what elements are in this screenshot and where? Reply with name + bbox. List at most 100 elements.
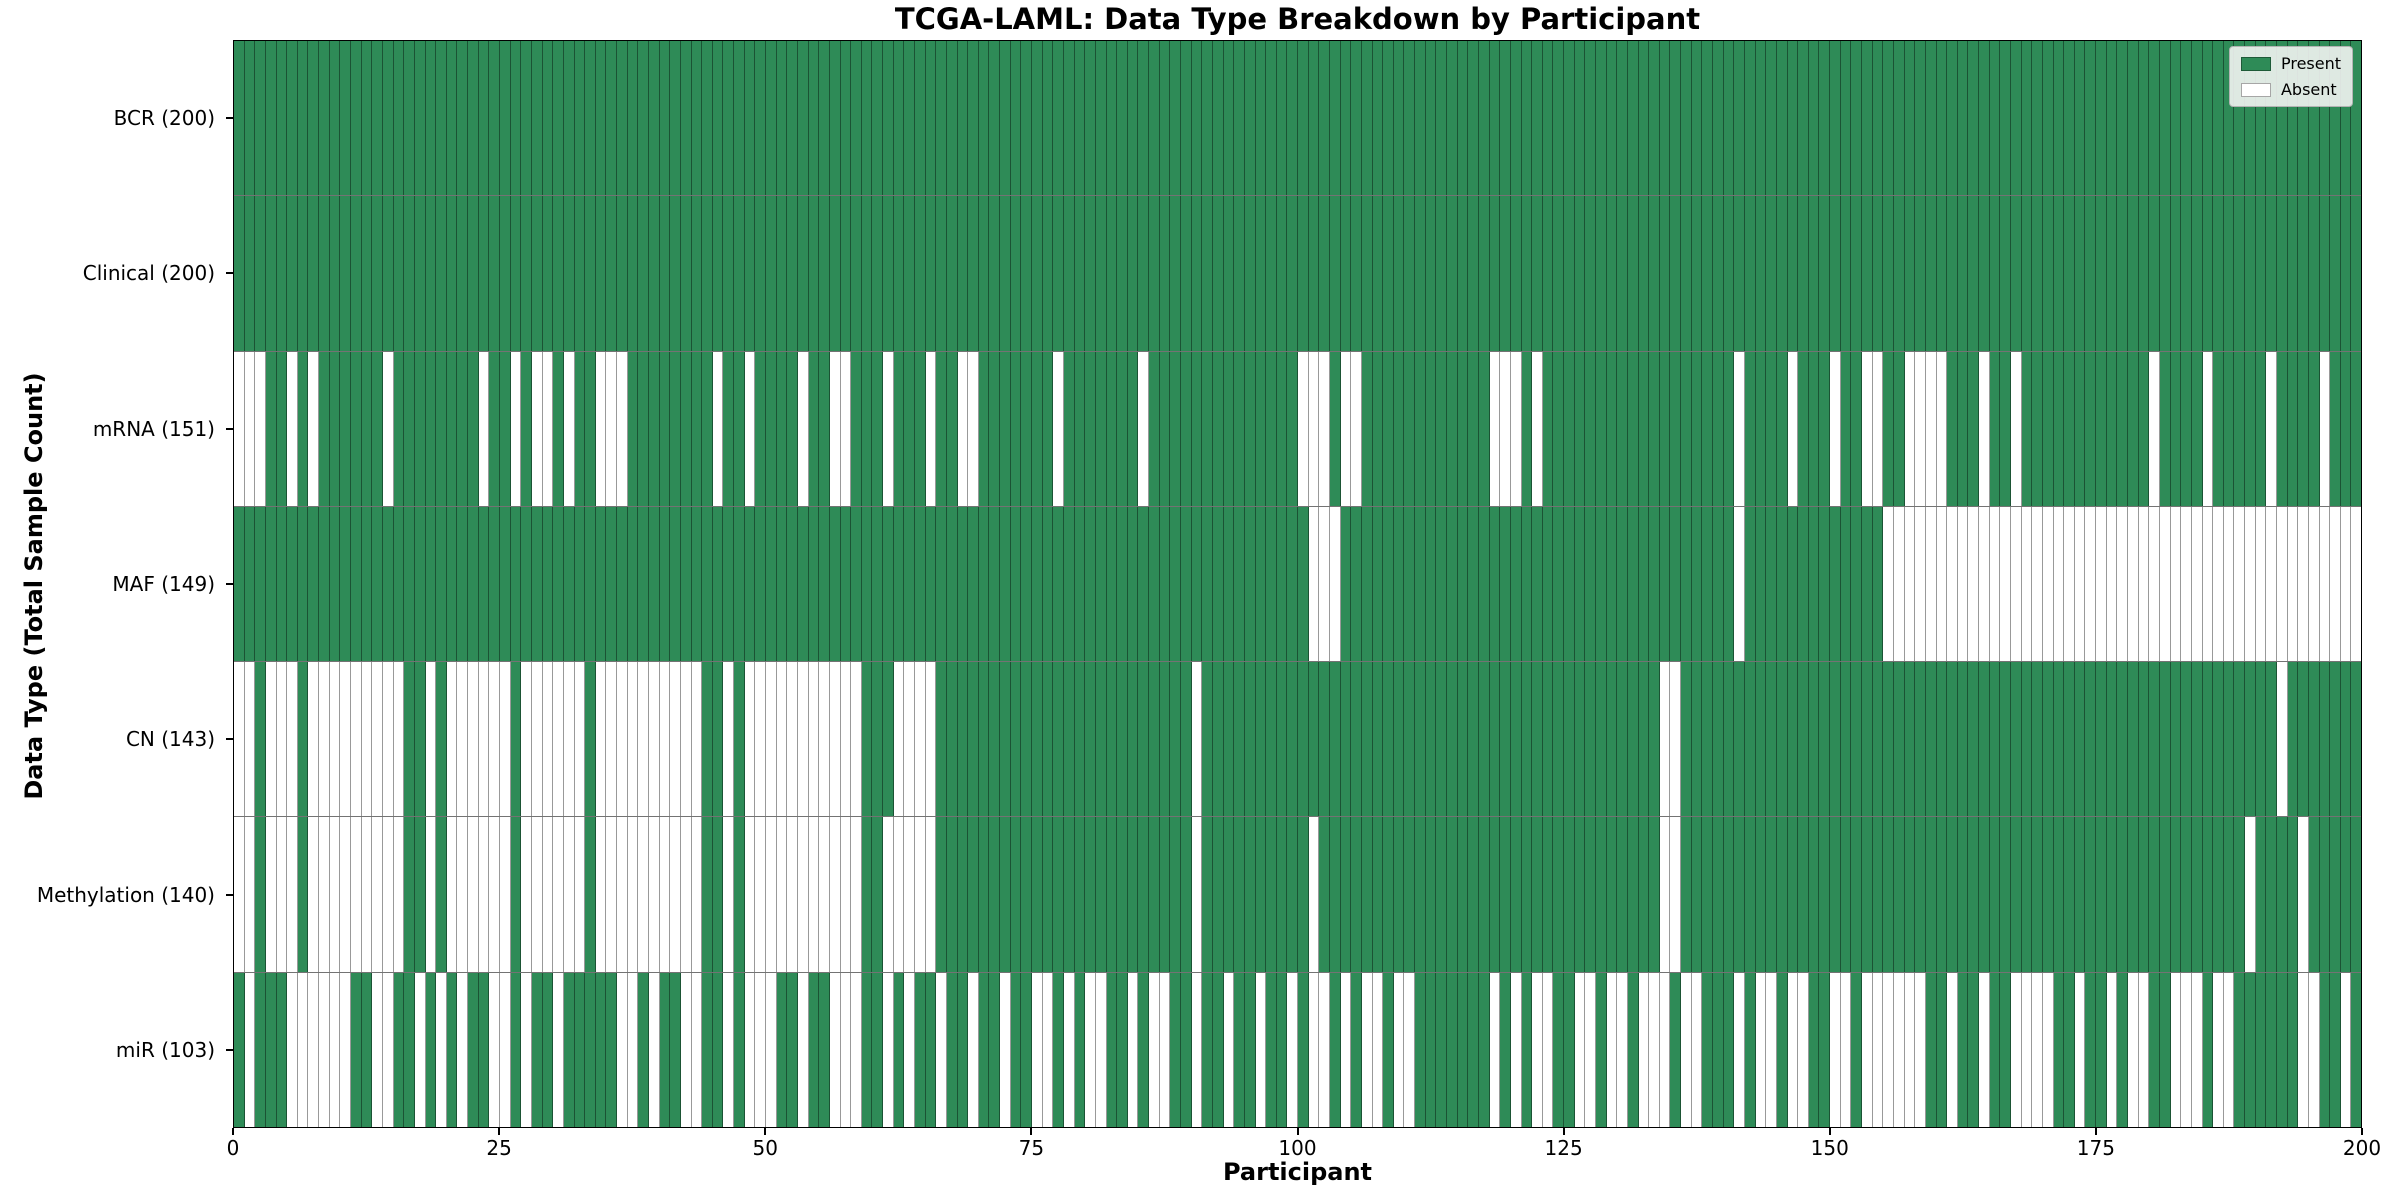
cell <box>531 351 543 506</box>
cell <box>1117 972 1128 1127</box>
cell <box>478 41 490 196</box>
cell <box>2287 817 2299 972</box>
cell <box>691 662 703 817</box>
cell <box>1649 41 1660 196</box>
cell <box>1010 196 1022 351</box>
x-tick-label-150: 150 <box>1810 1136 1849 1160</box>
cell <box>1574 662 1586 817</box>
cell <box>1564 506 1575 662</box>
cell <box>1670 196 1682 351</box>
cell <box>936 196 947 351</box>
cell <box>883 662 894 817</box>
cell <box>1032 817 1043 972</box>
cell <box>1234 41 1245 196</box>
cell <box>382 41 394 196</box>
cell <box>840 41 852 196</box>
cell <box>393 817 405 972</box>
cell <box>2149 506 2160 662</box>
cell <box>297 972 309 1127</box>
cell <box>1670 41 1682 196</box>
cell <box>521 506 532 662</box>
cell <box>2340 972 2352 1127</box>
cell <box>1308 506 1320 662</box>
cell <box>2202 196 2214 351</box>
cell <box>1872 506 1884 662</box>
cell <box>2096 662 2107 817</box>
cell <box>1744 196 1756 351</box>
cell <box>1063 351 1075 506</box>
cell <box>1234 817 1245 972</box>
cell <box>968 662 979 817</box>
cell <box>776 972 788 1127</box>
cell <box>1787 817 1799 972</box>
cell <box>2213 506 2224 662</box>
cell <box>1691 41 1703 196</box>
cell <box>617 662 628 817</box>
cell <box>1244 41 1256 196</box>
cell <box>1766 351 1777 506</box>
cell <box>1574 196 1586 351</box>
cell <box>1713 817 1724 972</box>
cell <box>585 817 596 972</box>
cell <box>1553 41 1565 196</box>
cell <box>1223 351 1235 506</box>
cell <box>1021 196 1033 351</box>
cell <box>1872 972 1884 1127</box>
cell <box>287 41 298 196</box>
cell <box>1457 506 1469 662</box>
cell <box>1329 41 1341 196</box>
cell <box>1787 351 1799 506</box>
cell <box>1627 506 1639 662</box>
cell <box>2330 506 2341 662</box>
cell <box>478 817 490 972</box>
cell <box>2202 972 2214 1127</box>
cell <box>2255 662 2267 817</box>
cell <box>531 662 543 817</box>
cell <box>2096 817 2107 972</box>
cell <box>500 662 511 817</box>
cell <box>1074 351 1086 506</box>
cell <box>1893 196 1905 351</box>
cell <box>2319 817 2331 972</box>
cell <box>1659 662 1671 817</box>
cell <box>1042 196 1054 351</box>
cell <box>1415 972 1426 1127</box>
cell <box>744 506 756 662</box>
cell <box>351 351 362 506</box>
cell <box>925 41 937 196</box>
cell <box>1212 662 1224 817</box>
cell <box>574 662 586 817</box>
cell <box>1819 817 1831 972</box>
cell <box>563 41 575 196</box>
cell <box>1074 196 1086 351</box>
cell <box>2096 972 2107 1127</box>
cell <box>265 506 277 662</box>
cell <box>1361 41 1373 196</box>
cell <box>1447 351 1458 506</box>
cell <box>1606 662 1618 817</box>
cell <box>2128 41 2139 196</box>
cell <box>2010 506 2022 662</box>
cell <box>1585 41 1596 196</box>
y-tick-label-CN: CN (143) <box>125 727 215 752</box>
row-Clinical <box>234 195 2362 351</box>
cell <box>1649 506 1660 662</box>
cell <box>1542 351 1554 506</box>
cell <box>1670 506 1682 662</box>
plot-area <box>233 40 2362 1128</box>
cell <box>510 196 522 351</box>
cell <box>553 662 564 817</box>
cell <box>1287 972 1299 1127</box>
cell <box>1532 41 1543 196</box>
cell <box>574 196 586 351</box>
cell <box>861 506 873 662</box>
cell <box>766 506 777 662</box>
cell <box>1862 351 1873 506</box>
cell <box>1074 662 1086 817</box>
cell <box>2255 506 2267 662</box>
cell <box>1776 972 1788 1127</box>
cell <box>1489 506 1501 662</box>
cell <box>234 196 245 351</box>
cell <box>1085 351 1096 506</box>
cell <box>1255 817 1267 972</box>
